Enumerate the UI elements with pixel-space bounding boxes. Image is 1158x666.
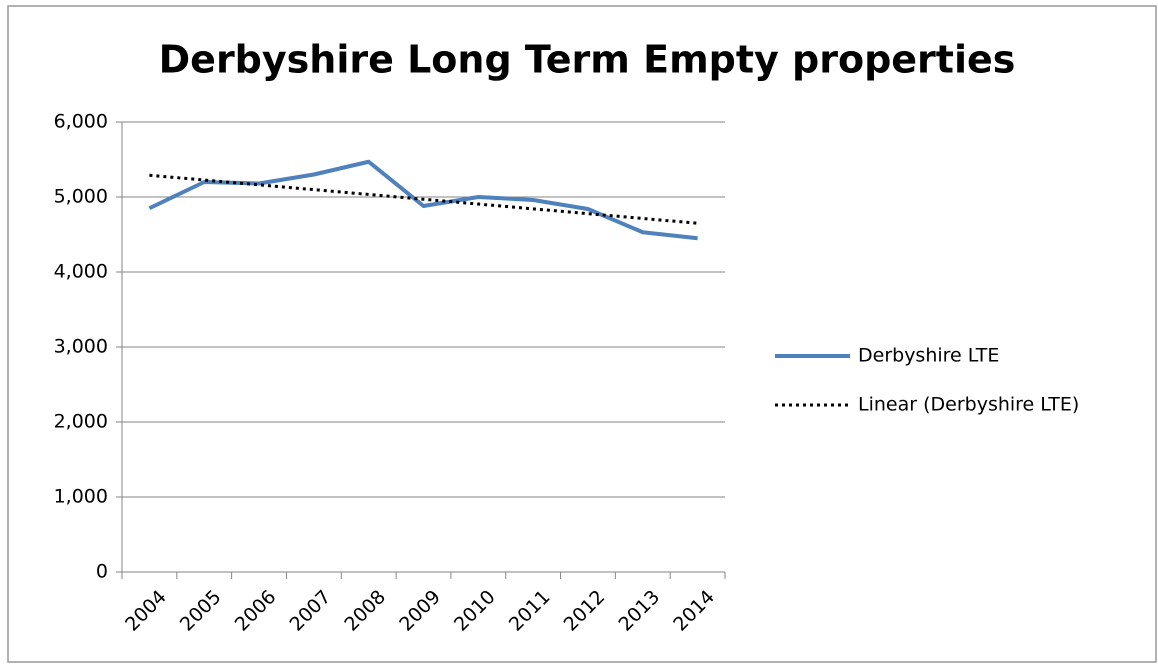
legend-label: Derbyshire LTE — [858, 345, 999, 367]
trend-line — [149, 173, 698, 225]
y-tick-label: 2,000 — [54, 411, 108, 433]
chart-title: Derbyshire Long Term Empty properties — [159, 38, 1016, 82]
y-tick-label: 6,000 — [54, 111, 108, 133]
legend-label: Linear (Derbyshire LTE) — [858, 394, 1079, 416]
y-tick-label: 1,000 — [54, 486, 108, 508]
y-tick-label: 4,000 — [54, 261, 108, 283]
y-tick-label: 3,000 — [54, 336, 108, 358]
y-tick-label: 5,000 — [54, 186, 108, 208]
y-tick-label: 0 — [96, 561, 108, 583]
chart-border — [7, 5, 1157, 663]
